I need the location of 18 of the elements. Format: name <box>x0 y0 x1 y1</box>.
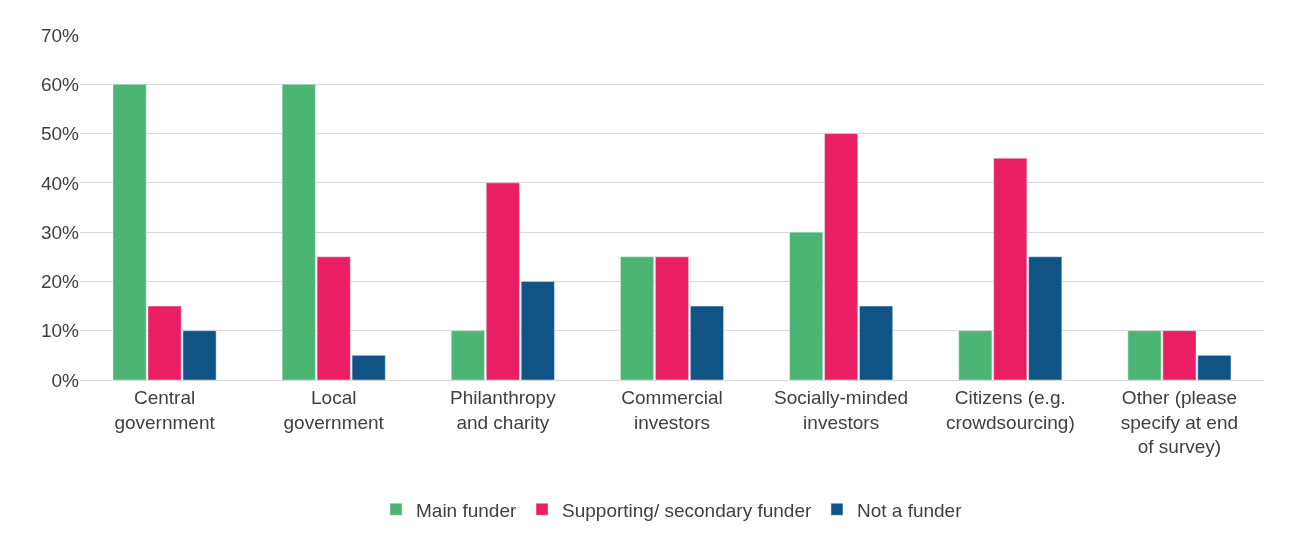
y-tick-label: 40% <box>40 172 80 194</box>
y-tick-label: 30% <box>40 221 80 243</box>
x-tick-label: Commercial investors <box>621 386 723 433</box>
y-tick-label: 20% <box>40 271 80 293</box>
legend-label: Not a funder <box>856 499 963 521</box>
x-tick-label: Local government <box>283 386 385 433</box>
x-tick-label: Philanthropy and charity <box>450 386 557 433</box>
x-tick-label: Socially-minded investors <box>774 386 909 433</box>
y-tick-label: 0% <box>51 369 80 391</box>
legend-label: Main funder <box>416 499 518 521</box>
legend-label: Supporting/ secondary funder <box>562 499 812 521</box>
x-tick-label: Central government <box>114 386 216 433</box>
x-tick-label: Other (please specify at end of survey) <box>1120 386 1239 458</box>
y-tick-label: 50% <box>40 123 80 145</box>
y-tick-label: 60% <box>40 73 80 95</box>
x-tick-label: Citizens (e.g. crowdsourcing) <box>945 386 1075 433</box>
y-tick-label: 10% <box>40 320 80 342</box>
y-tick-label: 70% <box>40 24 80 46</box>
